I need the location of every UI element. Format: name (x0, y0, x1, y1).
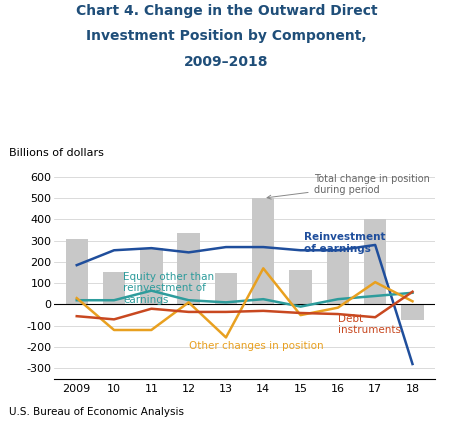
Bar (252, 198, 275, 304)
Text: Debt
instruments: Debt instruments (338, 314, 401, 336)
Bar (140, 248, 163, 304)
Bar (215, 272, 237, 304)
Text: Other changes in position: Other changes in position (188, 341, 323, 351)
Bar (178, 233, 200, 304)
Bar (327, 250, 349, 304)
Bar (364, 219, 386, 304)
Text: Reinvestment
of earnings: Reinvestment of earnings (304, 232, 386, 253)
Bar (289, 270, 312, 304)
Text: Billions of dollars: Billions of dollars (9, 148, 104, 158)
Text: Investment Position by Component,: Investment Position by Component, (86, 29, 367, 43)
Text: U.S. Bureau of Economic Analysis: U.S. Bureau of Economic Analysis (9, 407, 184, 417)
Bar (103, 272, 125, 304)
Text: Total change in position
during period: Total change in position during period (267, 173, 429, 199)
Text: 2009–2018: 2009–2018 (184, 55, 269, 69)
Text: Equity other than
reinvestment of
earnings: Equity other than reinvestment of earnin… (123, 272, 215, 305)
Bar (66, 239, 88, 304)
Text: Chart 4. Change in the Outward Direct: Chart 4. Change in the Outward Direct (76, 4, 377, 18)
Bar (401, 304, 424, 320)
